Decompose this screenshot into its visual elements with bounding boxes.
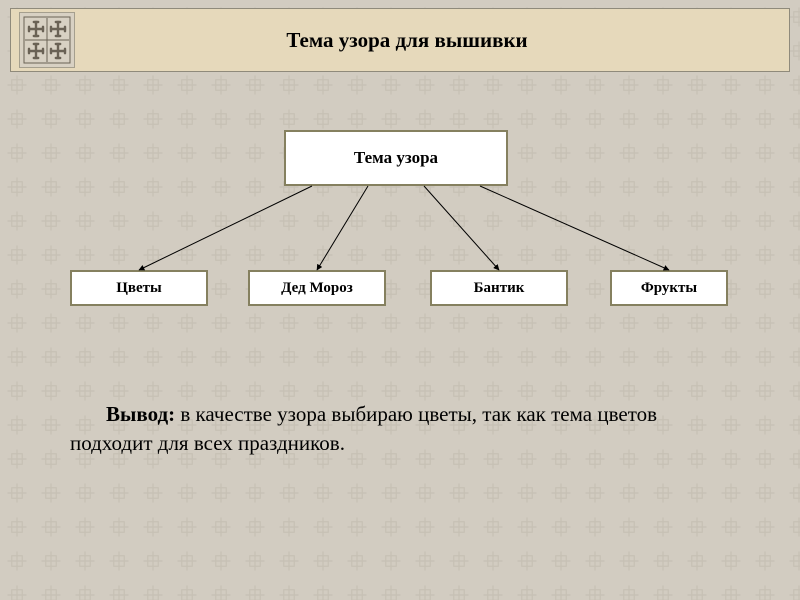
tree-leaf-node: Бантик bbox=[430, 270, 568, 306]
tree-leaf-node: Фрукты bbox=[610, 270, 728, 306]
ornament-icon bbox=[19, 12, 75, 68]
tree-leaf-node: Дед Мороз bbox=[248, 270, 386, 306]
page-title: Тема узора для вышивки bbox=[85, 28, 789, 53]
tree-root-node: Тема узора bbox=[284, 130, 508, 186]
conclusion-label: Вывод: bbox=[106, 402, 175, 426]
header-bar: Тема узора для вышивки bbox=[10, 8, 790, 72]
tree-diagram: Тема узора Цветы Дед Мороз Бантик Фрукты bbox=[0, 80, 800, 600]
conclusion-text: Вывод: в качестве узора выбираю цветы, т… bbox=[70, 400, 720, 459]
tree-leaf-node: Цветы bbox=[70, 270, 208, 306]
